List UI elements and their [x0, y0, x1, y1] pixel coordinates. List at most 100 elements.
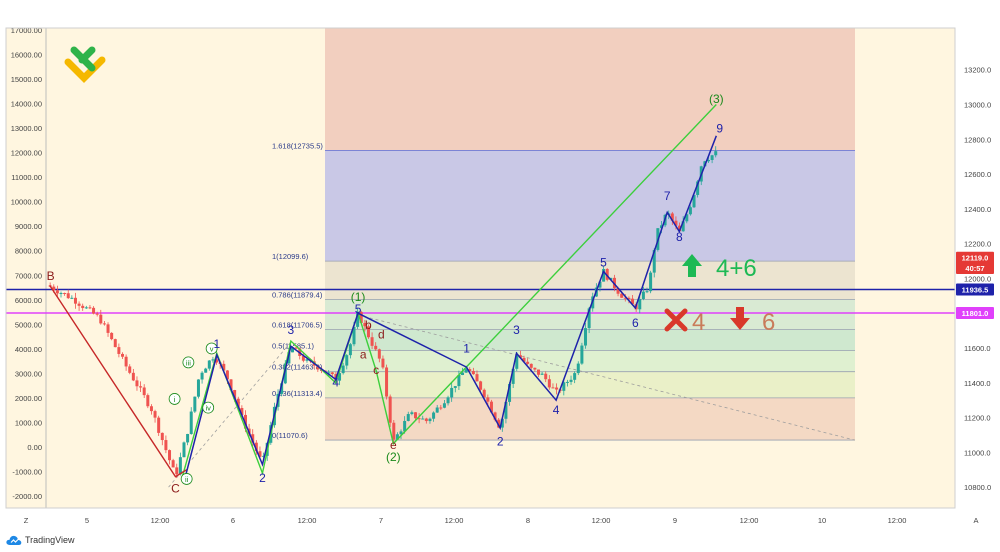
left-axis-tick-label: 8000.00	[15, 247, 42, 256]
wave-label: (2)	[386, 450, 401, 464]
candle-body	[207, 360, 211, 369]
candle-body	[243, 414, 247, 429]
candle-body	[533, 367, 537, 370]
candle-body	[406, 414, 410, 421]
candle-body	[73, 297, 77, 304]
wave-label: 4	[332, 375, 339, 389]
x-axis-tick-label: A	[973, 516, 978, 525]
candle-body	[526, 361, 530, 364]
candle-body	[142, 387, 146, 396]
candle-body	[565, 381, 569, 383]
candle-body	[493, 412, 497, 420]
left-axis-tick-label: 1000.00	[15, 418, 42, 427]
candle-body	[338, 373, 342, 381]
right-axis-tick-label: 11200.0	[964, 414, 991, 423]
candle-body	[631, 298, 635, 305]
candle-body	[88, 307, 92, 309]
candle-body	[627, 297, 631, 299]
candle-body	[413, 412, 417, 419]
x-axis-tick-label: 12:00	[445, 516, 464, 525]
fib-level-label: 1.618(12735.5)	[272, 142, 323, 151]
candle-body	[475, 374, 479, 382]
fib-level-label: 0.236(11313.4)	[272, 389, 323, 398]
wave-label: 8	[676, 230, 683, 244]
fib-level-label: 0.5(11585.1)	[272, 342, 314, 351]
wave-label: a	[360, 347, 367, 361]
candle-body	[120, 353, 124, 357]
fib-level-label: 1(12099.6)	[272, 252, 309, 261]
candle-body	[403, 420, 407, 432]
candle-body	[229, 379, 233, 391]
candle-body	[370, 337, 374, 346]
candle-body	[189, 411, 193, 434]
price-tag-label: 40:57	[965, 264, 984, 273]
candle-body	[316, 365, 320, 370]
candle-body	[479, 381, 483, 390]
wave-label-circle	[180, 473, 193, 485]
candle-body	[366, 326, 370, 338]
candle-body	[710, 155, 714, 160]
candle-body	[291, 347, 295, 353]
x-axis-tick-label: 12:00	[888, 516, 907, 525]
wave-label-circle	[168, 393, 181, 405]
cloud-logo-icon	[6, 535, 22, 545]
candle-body	[330, 372, 334, 375]
fib-level-label: 0.618(11706.5)	[272, 320, 323, 329]
wave-label: i	[174, 395, 176, 404]
candle-body	[417, 418, 421, 420]
candle-body	[157, 417, 161, 433]
candle-body	[377, 349, 381, 359]
price-tag-label: 11936.5	[962, 285, 989, 294]
candle-body	[464, 369, 468, 373]
fib-band	[325, 371, 855, 398]
candle-body	[508, 383, 512, 402]
right-axis-tick-label: 13000.0	[964, 101, 991, 110]
wave-label-circle	[202, 401, 215, 414]
left-axis-tick-label: 0.00	[27, 443, 42, 452]
candle-body	[182, 442, 186, 458]
left-axis-tick-label: 4000.00	[15, 345, 42, 354]
candle-body	[81, 305, 85, 309]
wave-label: (3)	[709, 92, 724, 106]
signal-label: 6	[762, 309, 775, 336]
candle-body	[345, 355, 349, 366]
candle-body	[547, 379, 551, 388]
right-axis-tick-label: 12600.0	[964, 170, 991, 179]
candle-body	[428, 418, 432, 422]
candle-body	[240, 408, 244, 415]
candle-body	[381, 358, 385, 368]
left-axis-tick-label: 5000.00	[15, 320, 42, 329]
candle-body	[435, 407, 439, 413]
candle-body	[544, 373, 548, 380]
candle-body	[439, 407, 443, 409]
candle-body	[258, 451, 262, 457]
wave-label: ii	[185, 475, 189, 484]
candle-body	[66, 293, 70, 299]
candle-body	[153, 411, 157, 418]
candle-body	[584, 328, 588, 346]
candle-body	[175, 467, 179, 475]
down-arrow-icon	[730, 307, 750, 330]
dashed-trendline	[357, 314, 856, 441]
candle-body	[146, 395, 150, 407]
candle-body	[171, 460, 175, 468]
left-axis-tick-label: 3000.00	[15, 369, 42, 378]
x-axis-tick-label: 7	[379, 516, 383, 525]
red-wave-line	[49, 285, 188, 478]
signal-label: 4+6	[716, 255, 757, 282]
fib-band	[325, 350, 855, 372]
candle-body	[301, 355, 305, 361]
wave-label: iii	[186, 358, 191, 367]
wave-label: b	[365, 318, 372, 332]
plot-frame	[5, 27, 956, 509]
right-axis-tick-label: 12400.0	[964, 205, 991, 214]
candle-body	[124, 356, 128, 367]
candle-body	[385, 367, 389, 397]
candle-body	[55, 290, 59, 294]
candle-body	[562, 382, 566, 391]
wave-label: 5	[600, 255, 607, 269]
candle-body	[348, 344, 352, 356]
candle-body	[652, 249, 656, 273]
candle-body	[113, 339, 117, 348]
